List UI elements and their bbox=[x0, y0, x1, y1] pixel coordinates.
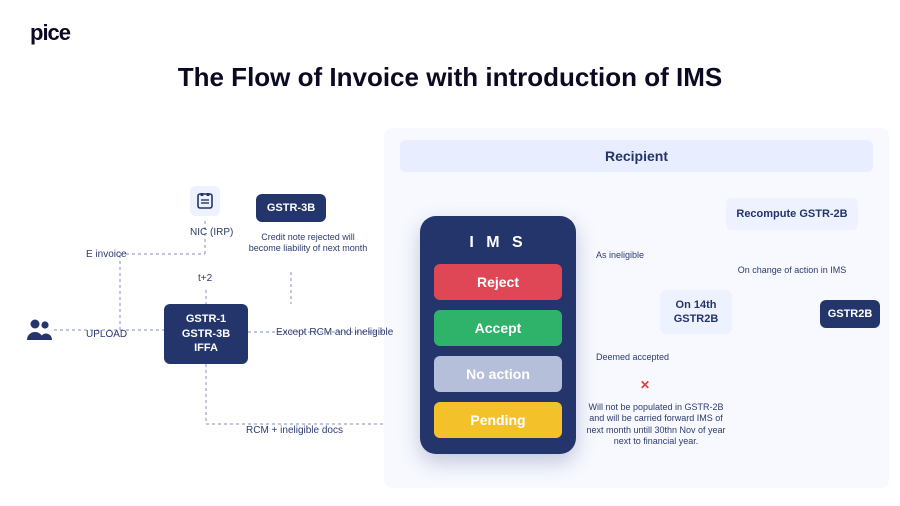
on14-line2: GSTR2B bbox=[674, 312, 719, 326]
node-gstr-box: GSTR-1 GSTR-3B IFFA bbox=[164, 304, 248, 364]
on14-line1: On 14th bbox=[676, 298, 717, 312]
ims-card: I M S Reject Accept No action Pending bbox=[420, 216, 576, 454]
label-except-rcm: Except RCM and ineligible bbox=[276, 326, 393, 339]
invoice-doc-icon bbox=[190, 186, 220, 216]
gstr-box-line2: GSTR-3B bbox=[182, 327, 230, 342]
ims-btn-pending: Pending bbox=[434, 402, 562, 438]
people-icon bbox=[26, 318, 54, 347]
node-recompute: Recompute GSTR-2B bbox=[726, 198, 858, 230]
ims-btn-accept: Accept bbox=[434, 310, 562, 346]
label-e-invoice: E invoice bbox=[86, 248, 127, 261]
node-gstr2b: GSTR2B bbox=[820, 300, 880, 328]
page-title: The Flow of Invoice with introduction of… bbox=[0, 62, 900, 93]
label-credit-note: Credit note rejected will become liabili… bbox=[248, 232, 368, 255]
gstr-box-line1: GSTR-1 bbox=[186, 312, 226, 327]
recipient-header: Recipient bbox=[400, 140, 873, 172]
label-on-change: On change of action in IMS bbox=[732, 265, 852, 276]
ims-btn-noaction: No action bbox=[434, 356, 562, 392]
ims-title: I M S bbox=[434, 234, 562, 252]
red-x-icon: ✕ bbox=[640, 378, 650, 392]
label-nic-irp: NIC (IRP) bbox=[190, 226, 233, 239]
ims-btn-reject: Reject bbox=[434, 264, 562, 300]
label-deemed: Deemed accepted bbox=[596, 352, 669, 363]
gstr-box-line3: IFFA bbox=[194, 341, 218, 356]
node-gstr3b-top: GSTR-3B bbox=[256, 194, 326, 222]
node-on14: On 14th GSTR2B bbox=[660, 290, 732, 334]
label-upload: UPLOAD bbox=[86, 328, 127, 341]
label-rcm-docs: RCM + ineligible docs bbox=[246, 424, 343, 437]
label-pending-note: Will not be populated in GSTR-2B and wil… bbox=[582, 402, 730, 447]
diagram-stage: pice The Flow of Invoice with introducti… bbox=[0, 0, 900, 506]
label-t-plus-2: t+2 bbox=[198, 272, 212, 285]
label-as-ineligible: As ineligible bbox=[596, 250, 644, 261]
logo: pice bbox=[30, 20, 70, 46]
